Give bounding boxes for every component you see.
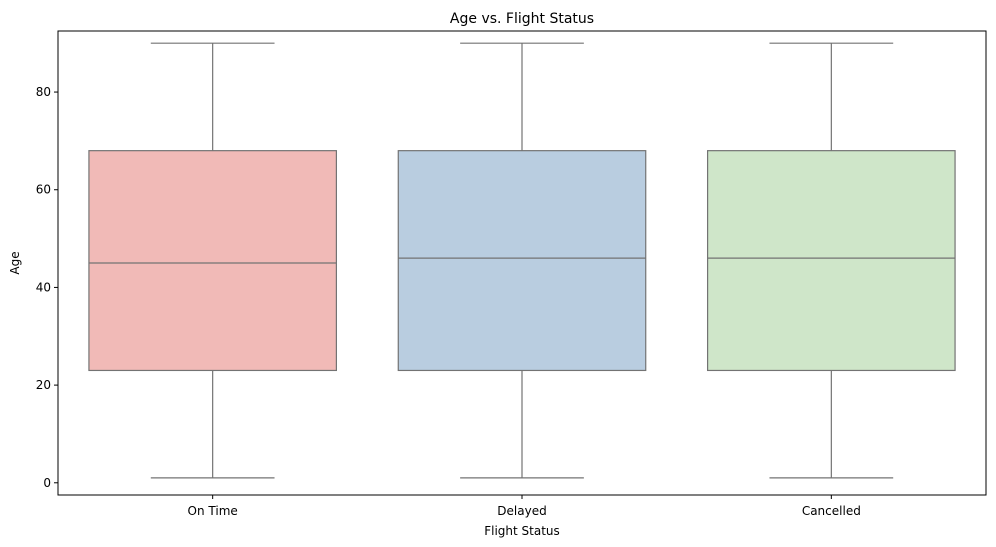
x-tick-label: On Time (188, 504, 238, 518)
box-cancelled (706, 150, 956, 372)
plot-frame (57, 30, 987, 496)
y-tick-label: 0 (43, 476, 51, 490)
x-tick-label: Cancelled (802, 504, 861, 518)
y-axis-label: Age (8, 251, 22, 274)
box-delayed (397, 150, 647, 372)
y-tick-label: 80 (36, 85, 51, 99)
chart-title: Age vs. Flight Status (450, 11, 594, 27)
x-axis-label: Flight Status (484, 524, 560, 538)
y-tick-label: 20 (36, 378, 51, 392)
y-tick-label: 60 (36, 183, 51, 197)
plot-area: 0 20 40 60 80 On Time Delayed Cancelled (36, 42, 956, 518)
box-on-time (88, 150, 337, 372)
x-tick-label: Delayed (497, 504, 546, 518)
y-tick-label: 40 (36, 280, 51, 294)
